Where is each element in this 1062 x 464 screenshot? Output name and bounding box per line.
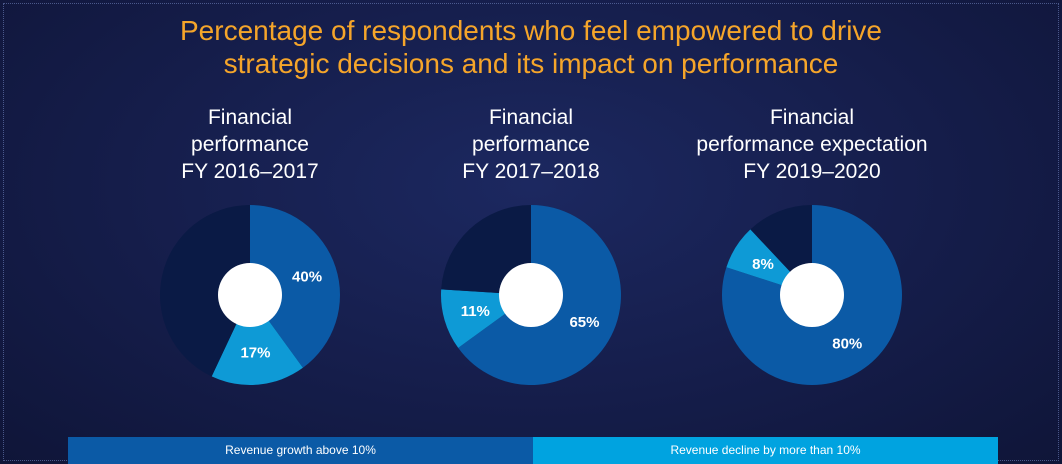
legend-item-growth: Revenue growth above 10% bbox=[68, 437, 533, 464]
legend: Revenue growth above 10% Revenue decline… bbox=[68, 437, 998, 464]
pie-3-title: Financial performance expectation FY 201… bbox=[652, 104, 972, 185]
pie-3-title-line-1: Financial bbox=[769, 106, 855, 129]
pie-2-title-line-1: Financial bbox=[488, 106, 574, 129]
pie-3-center-hole bbox=[780, 263, 844, 327]
pie-1-title-line-1: Financial bbox=[207, 106, 293, 129]
pie-2-title-line-3: FY 2017–2018 bbox=[462, 160, 600, 183]
chart-title-line-2: strategic decisions and its impact on pe… bbox=[223, 48, 839, 79]
pie-2-title-line-2: performance bbox=[472, 133, 590, 156]
pie-1-title: Financial performance FY 2016–2017 bbox=[90, 104, 410, 185]
pie-3-label-decline: 8% bbox=[752, 256, 774, 273]
chart-title-line-1: Percentage of respondents who feel empow… bbox=[180, 15, 882, 46]
pie-2-title: Financial performance FY 2017–2018 bbox=[371, 104, 691, 185]
pie-2-center-hole bbox=[499, 263, 563, 327]
pie-3-title-line-2: performance expectation bbox=[696, 133, 928, 156]
pie-1-slice-decline bbox=[211, 295, 303, 385]
pie-3-title-line-3: FY 2019–2020 bbox=[743, 160, 881, 183]
pie-1-title-line-2: performance bbox=[191, 133, 309, 156]
pie-3-label-growth: 80% bbox=[832, 336, 862, 353]
pie-1-title-line-3: FY 2016–2017 bbox=[181, 160, 319, 183]
pie-1-center-hole bbox=[218, 263, 282, 327]
legend-item-decline: Revenue decline by more than 10% bbox=[533, 437, 998, 464]
pie-2-label-growth: 65% bbox=[569, 314, 599, 331]
pie-1-label-decline: 17% bbox=[240, 345, 270, 362]
pie-1-label-growth: 40% bbox=[292, 268, 322, 285]
chart-title: Percentage of respondents who feel empow… bbox=[0, 14, 1062, 80]
pie-2-label-decline: 11% bbox=[461, 303, 490, 320]
pie-1-slice-other bbox=[159, 205, 250, 377]
pie-1-slice-growth bbox=[250, 205, 340, 368]
